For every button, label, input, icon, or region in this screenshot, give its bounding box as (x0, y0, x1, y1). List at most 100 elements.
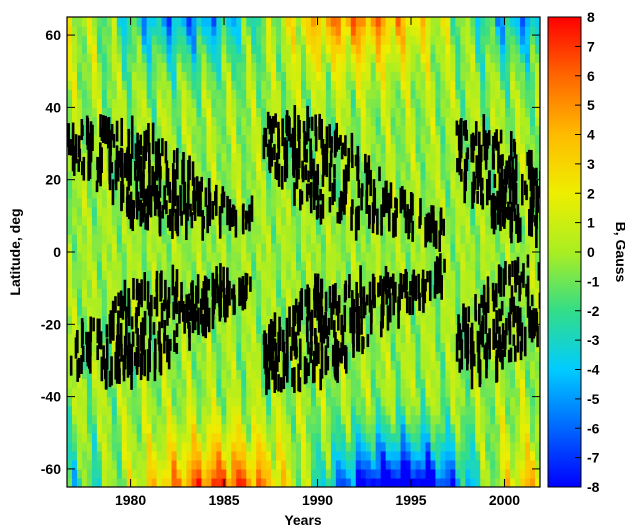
heatmap-cell (166, 261, 173, 271)
heatmap-cell (460, 62, 466, 72)
heatmap-cell (71, 396, 78, 407)
heatmap-cell (515, 459, 521, 470)
heatmap-cell (460, 468, 466, 479)
heatmap-cell (111, 26, 118, 36)
heatmap-cell (136, 459, 143, 470)
heatmap-cell (236, 161, 242, 172)
heatmap-cell (161, 152, 168, 163)
heatmap-cell (440, 44, 446, 54)
heatmap-cell (315, 71, 322, 81)
heatmap-cell (161, 242, 168, 253)
heatmap-cell (400, 369, 407, 380)
heatmap-cell (296, 396, 302, 407)
heatmap-cell (335, 432, 342, 443)
heatmap-cell (241, 324, 247, 334)
heatmap-cell (445, 62, 451, 72)
heatmap-cell (435, 35, 442, 45)
heatmap-cell (146, 450, 153, 461)
heatmap-cell (191, 369, 198, 380)
heatmap-cell (510, 279, 516, 289)
heatmap-cell (251, 261, 257, 271)
heatmap-cell (271, 288, 277, 298)
heatmap-cell (191, 143, 198, 154)
heatmap-cell (320, 35, 327, 45)
heatmap-cell (96, 233, 103, 244)
heatmap-cell (226, 143, 232, 154)
heatmap-cell (500, 315, 506, 325)
heatmap-cell (201, 125, 208, 136)
heatmap-cell (241, 143, 247, 154)
heatmap-cell (525, 44, 531, 54)
heatmap-cell (535, 396, 540, 407)
heatmap-cell (340, 468, 347, 479)
heatmap-cell (380, 342, 387, 353)
heatmap-cell (271, 134, 277, 145)
heatmap-cell (420, 242, 427, 253)
heatmap-cell (330, 71, 337, 81)
heatmap-cell (131, 405, 138, 416)
heatmap-cell (380, 35, 387, 45)
heatmap-cell (415, 215, 422, 226)
heatmap-cell (465, 252, 471, 262)
heatmap-cell (315, 152, 322, 163)
heatmap-cell (395, 161, 402, 172)
heatmap-cell (430, 441, 437, 452)
heatmap-cell (415, 53, 422, 63)
heatmap-cell (450, 197, 456, 208)
heatmap-cell (425, 414, 432, 425)
heatmap-cell (395, 224, 402, 235)
heatmap-cell (525, 26, 531, 36)
heatmap-cell (375, 351, 382, 362)
heatmap-cell (375, 423, 382, 434)
heatmap-cell (305, 233, 312, 244)
heatmap-cell (121, 423, 128, 434)
heatmap-cell (296, 252, 302, 262)
heatmap-cell (266, 387, 272, 398)
heatmap-cell (360, 71, 367, 81)
heatmap-cell (430, 89, 437, 99)
heatmap-cell (480, 432, 486, 443)
sunspot-mark (158, 210, 162, 237)
heatmap-cell (420, 98, 427, 108)
heatmap-cell (345, 378, 352, 389)
heatmap-cell (470, 26, 476, 36)
heatmap-cell (241, 315, 247, 325)
heatmap-cell (296, 242, 302, 253)
heatmap-cell (375, 80, 382, 90)
heatmap-cell (146, 80, 153, 90)
heatmap-cell (266, 35, 272, 45)
heatmap-cell (271, 396, 277, 407)
heatmap-cell (91, 414, 98, 425)
heatmap-cell (91, 206, 98, 217)
heatmap-cell (310, 242, 317, 253)
heatmap-cell (236, 261, 242, 271)
heatmap-cell (161, 369, 168, 380)
heatmap-cell (525, 161, 531, 172)
heatmap-cell (91, 35, 98, 45)
heatmap-cell (226, 333, 232, 343)
heatmap-cell (231, 468, 237, 479)
heatmap-cell (475, 89, 481, 99)
heatmap-cell (301, 242, 307, 253)
heatmap-cell (156, 71, 163, 81)
heatmap-cell (510, 477, 516, 487)
heatmap-cell (485, 405, 491, 416)
heatmap-cell (226, 450, 232, 461)
heatmap-cell (400, 233, 407, 244)
heatmap-cell (171, 26, 178, 36)
heatmap-cell (271, 441, 277, 452)
heatmap-cell (455, 405, 461, 416)
heatmap-cell (320, 80, 327, 90)
heatmap-cell (67, 116, 73, 127)
heatmap-cell (380, 125, 387, 136)
heatmap-cell (226, 441, 232, 452)
heatmap-cell (136, 423, 143, 434)
heatmap-cell (111, 414, 118, 425)
heatmap-cell (370, 423, 377, 434)
heatmap-cell (231, 279, 237, 289)
heatmap-cell (186, 459, 193, 470)
heatmap-cell (201, 351, 208, 362)
heatmap-cell (201, 468, 208, 479)
heatmap-cell (281, 179, 287, 190)
heatmap-cell (480, 224, 486, 235)
